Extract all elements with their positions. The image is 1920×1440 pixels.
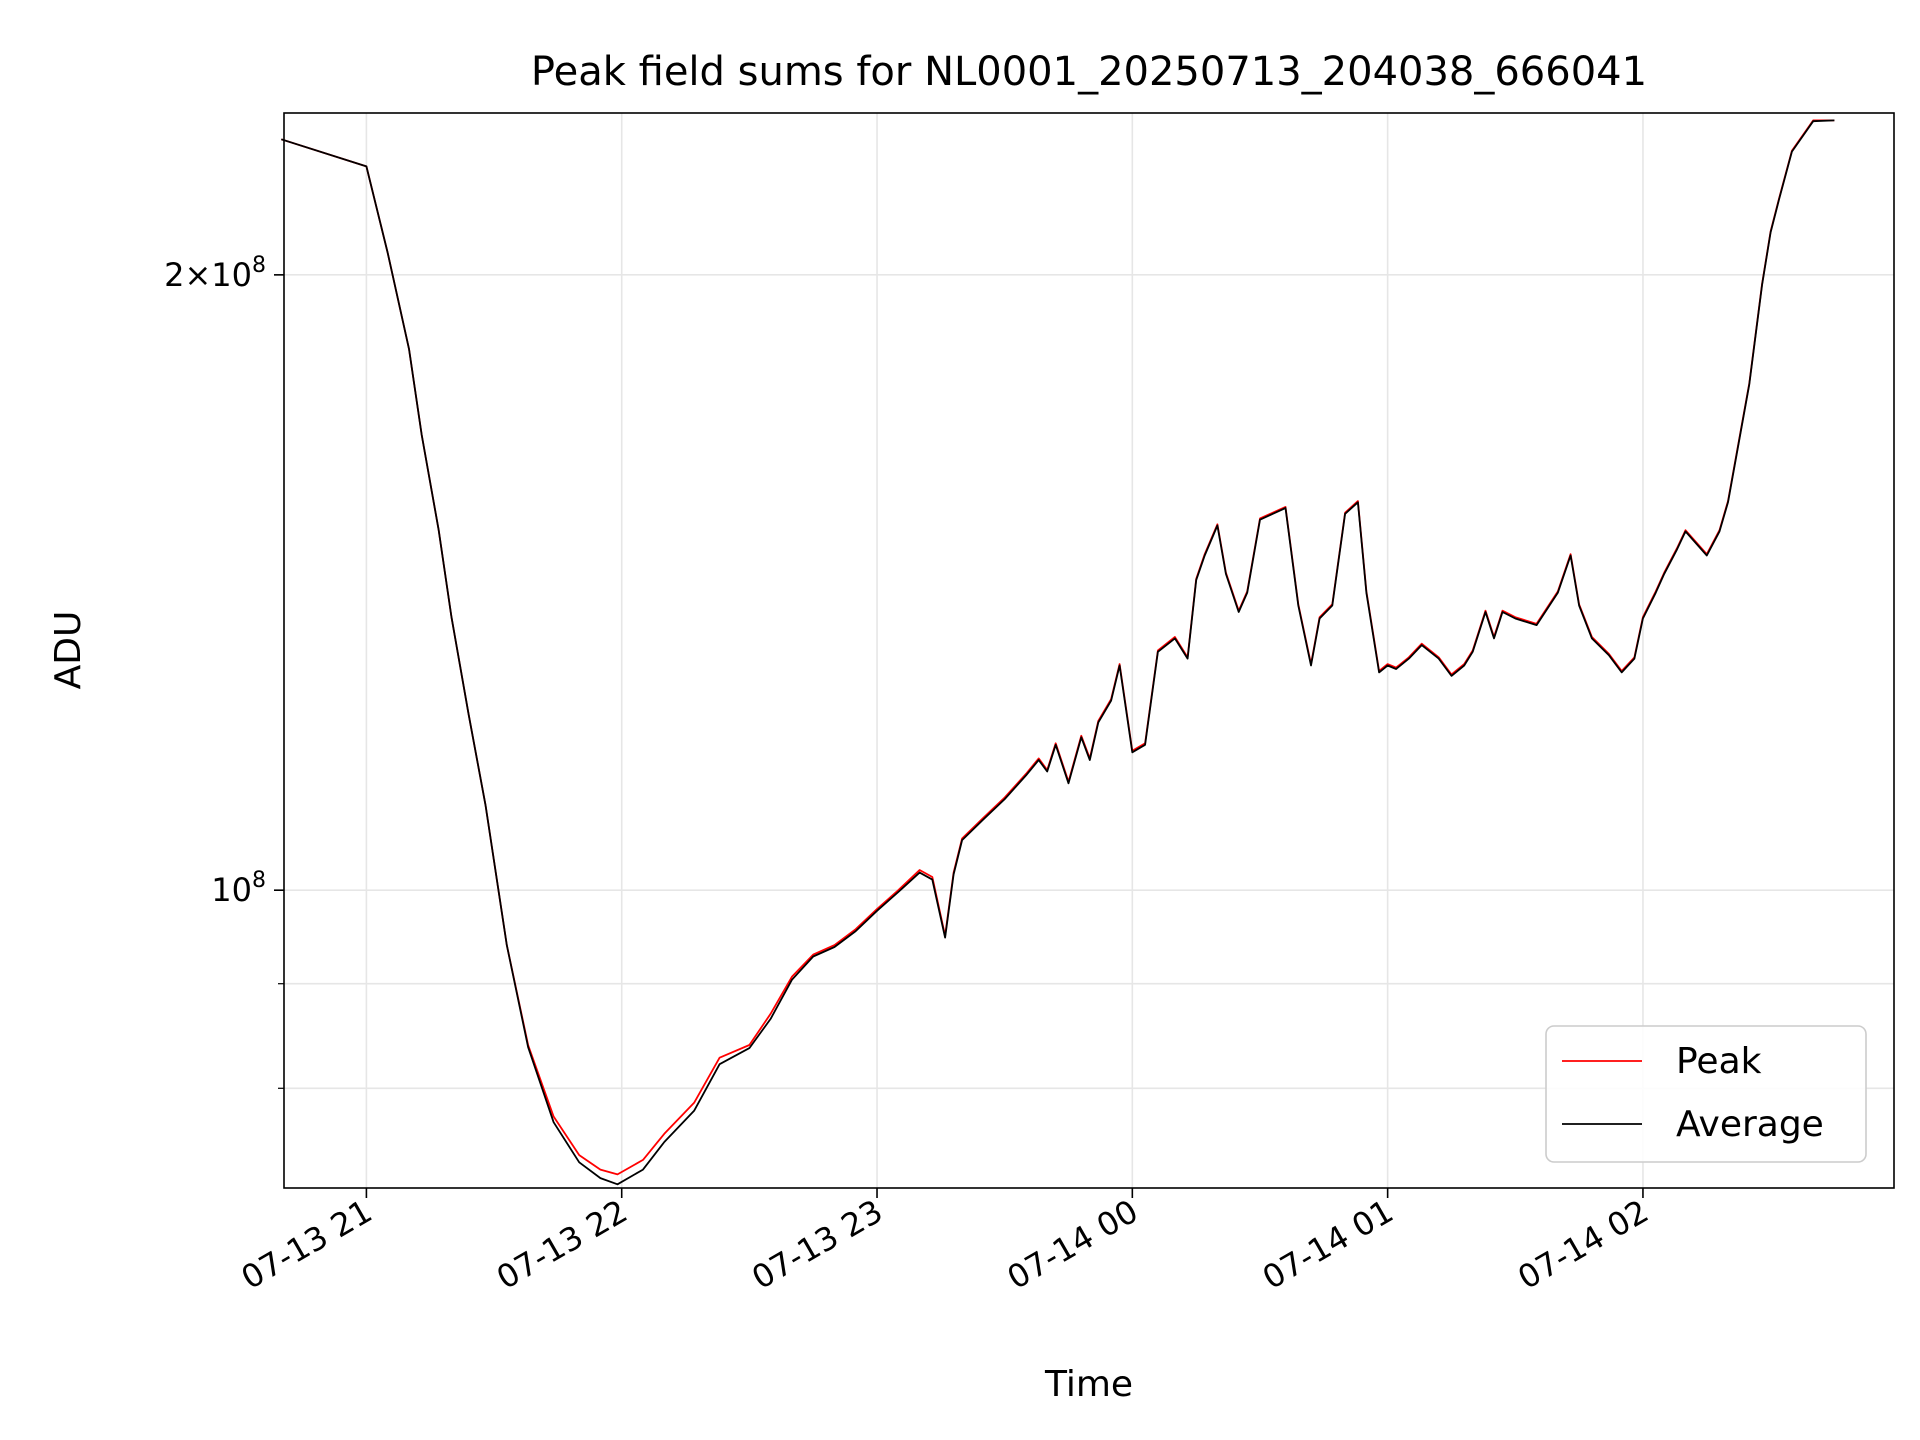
legend-label-average: Average	[1676, 1104, 1824, 1145]
grid-layer	[284, 113, 1894, 1188]
y-axis-label: ADU	[48, 611, 89, 690]
x-axis-label: Time	[1044, 1364, 1133, 1405]
plot-frame	[283, 112, 1895, 1189]
legend-label-peak: Peak	[1676, 1041, 1762, 1082]
chart-title: Peak field sums for NL0001_20250713_2040…	[531, 49, 1647, 95]
y-tick-label: 2×108	[164, 253, 266, 294]
series-line-average	[281, 119, 1835, 1186]
series-layer	[281, 119, 1835, 1186]
y-tick-label: 108	[211, 868, 266, 909]
legend-frame	[1545, 1025, 1867, 1163]
legend: Peak Average	[1545, 1025, 1867, 1163]
